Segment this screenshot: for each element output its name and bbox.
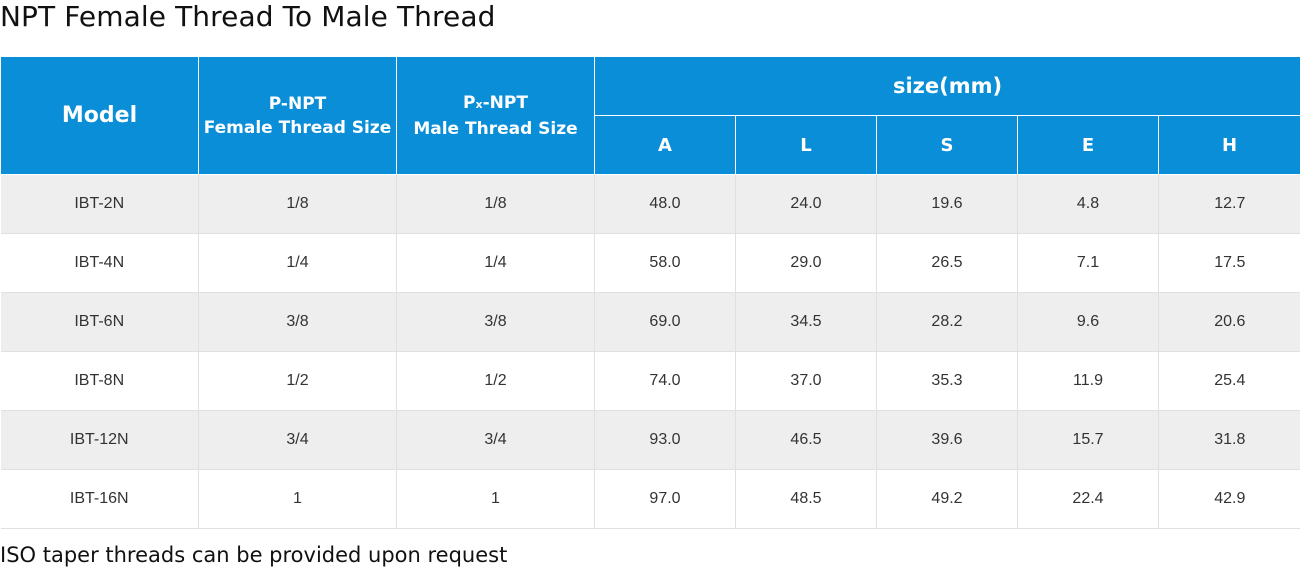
cell-a: 97.0: [594, 469, 736, 529]
cell-model: IBT-12N: [0, 410, 199, 470]
cell-female-thread: 1/4: [198, 233, 397, 293]
column-header-model: Model: [0, 56, 199, 175]
cell-model: IBT-6N: [0, 292, 199, 352]
cell-s: 28.2: [876, 292, 1018, 352]
cell-a: 58.0: [594, 233, 736, 293]
male-thread-suffix: -NPT: [482, 92, 528, 113]
cell-model: IBT-2N: [0, 174, 199, 234]
female-thread-line1: P-NPT: [268, 93, 327, 114]
column-header-e: E: [1017, 115, 1159, 175]
cell-h: 31.8: [1157, 410, 1300, 470]
cell-model: IBT-4N: [0, 233, 199, 293]
male-thread-line2: Male Thread Size: [413, 118, 578, 139]
column-group-size: size(mm): [593, 56, 1300, 116]
cell-a: 74.0: [594, 351, 736, 411]
cell-female-thread: 1/2: [198, 351, 397, 411]
cell-a: 69.0: [594, 292, 736, 352]
male-thread-line1: Px-NPT: [397, 91, 594, 117]
table-row: IBT-2N 1/8 1/8 48.0 24.0 19.6 4.8 12.7: [0, 174, 1300, 234]
cell-s: 39.6: [876, 410, 1018, 470]
cell-female-thread: 3/4: [198, 410, 397, 470]
column-header-s: S: [876, 115, 1018, 175]
column-header-male-thread: Px-NPT Male Thread Size: [396, 56, 595, 175]
cell-male-thread: 1/4: [396, 233, 595, 293]
cell-male-thread: 3/4: [396, 410, 595, 470]
cell-s: 49.2: [876, 469, 1018, 529]
cell-e: 4.8: [1017, 174, 1159, 234]
table-row: IBT-12N 3/4 3/4 93.0 46.5 39.6 15.7 31.8: [0, 410, 1300, 470]
spec-table: Model P-NPT Female Thread Size Px-NPT Ma…: [0, 56, 1300, 529]
cell-a: 48.0: [594, 174, 736, 234]
cell-h: 42.9: [1157, 469, 1300, 529]
column-header-female-thread: P-NPT Female Thread Size: [198, 56, 397, 175]
cell-l: 48.5: [735, 469, 877, 529]
cell-e: 15.7: [1017, 410, 1159, 470]
cell-s: 19.6: [876, 174, 1018, 234]
cell-l: 24.0: [735, 174, 877, 234]
cell-female-thread: 3/8: [198, 292, 397, 352]
cell-e: 11.9: [1017, 351, 1159, 411]
cell-model: IBT-16N: [0, 469, 199, 529]
cell-model: IBT-8N: [0, 351, 199, 411]
cell-h: 25.4: [1157, 351, 1300, 411]
table-row: IBT-8N 1/2 1/2 74.0 37.0 35.3 11.9 25.4: [0, 351, 1300, 411]
table-header: Model P-NPT Female Thread Size Px-NPT Ma…: [0, 56, 1300, 175]
cell-l: 46.5: [735, 410, 877, 470]
cell-male-thread: 1/8: [396, 174, 595, 234]
cell-male-thread: 1: [396, 469, 595, 529]
male-thread-subscript: x: [475, 97, 483, 111]
cell-h: 12.7: [1157, 174, 1300, 234]
cell-e: 7.1: [1017, 233, 1159, 293]
cell-male-thread: 3/8: [396, 292, 595, 352]
column-header-l: L: [735, 115, 877, 175]
table-body: IBT-2N 1/8 1/8 48.0 24.0 19.6 4.8 12.7 I…: [0, 174, 1300, 529]
cell-e: 22.4: [1017, 469, 1159, 529]
cell-female-thread: 1/8: [198, 174, 397, 234]
table-row: IBT-16N 1 1 97.0 48.5 49.2 22.4 42.9: [0, 469, 1300, 529]
table-row: IBT-4N 1/4 1/4 58.0 29.0 26.5 7.1 17.5: [0, 233, 1300, 293]
cell-s: 35.3: [876, 351, 1018, 411]
cell-l: 29.0: [735, 233, 877, 293]
footnote: ISO taper threads can be provided upon r…: [0, 543, 508, 567]
female-thread-line2: Female Thread Size: [203, 117, 392, 138]
male-thread-prefix: P: [463, 92, 476, 113]
table-row: IBT-6N 3/8 3/8 69.0 34.5 28.2 9.6 20.6: [0, 292, 1300, 352]
cell-male-thread: 1/2: [396, 351, 595, 411]
cell-s: 26.5: [876, 233, 1018, 293]
column-header-h: H: [1157, 115, 1300, 175]
cell-female-thread: 1: [198, 469, 397, 529]
cell-h: 17.5: [1157, 233, 1300, 293]
cell-e: 9.6: [1017, 292, 1159, 352]
cell-l: 34.5: [735, 292, 877, 352]
column-header-a: A: [594, 115, 736, 175]
cell-l: 37.0: [735, 351, 877, 411]
page-title: NPT Female Thread To Male Thread: [0, 0, 496, 33]
cell-h: 20.6: [1157, 292, 1300, 352]
cell-a: 93.0: [594, 410, 736, 470]
